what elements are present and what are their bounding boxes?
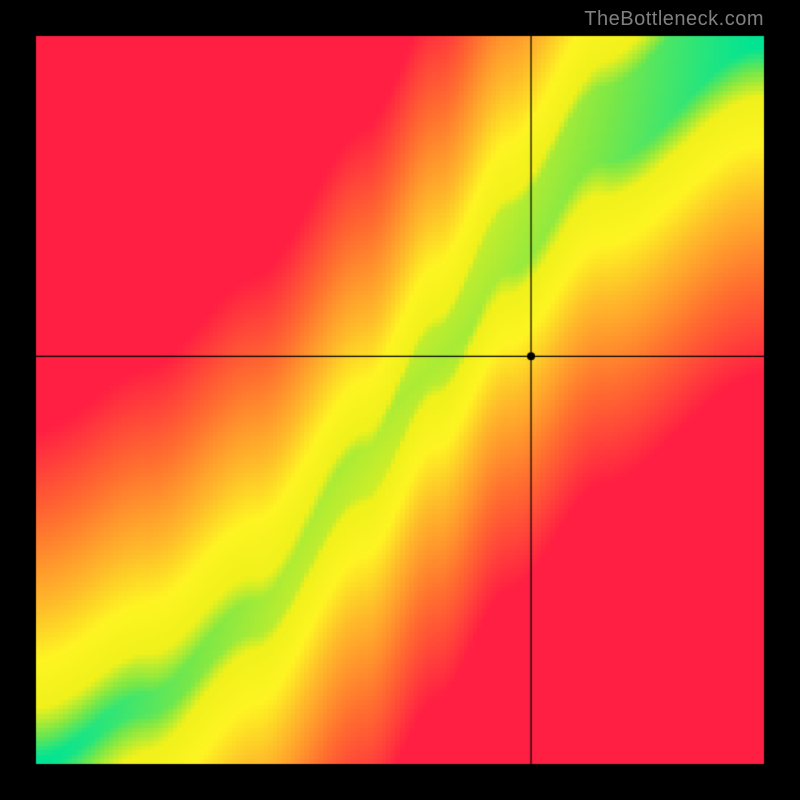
- watermark-text: TheBottleneck.com: [584, 8, 764, 31]
- bottleneck-heatmap: [0, 0, 800, 800]
